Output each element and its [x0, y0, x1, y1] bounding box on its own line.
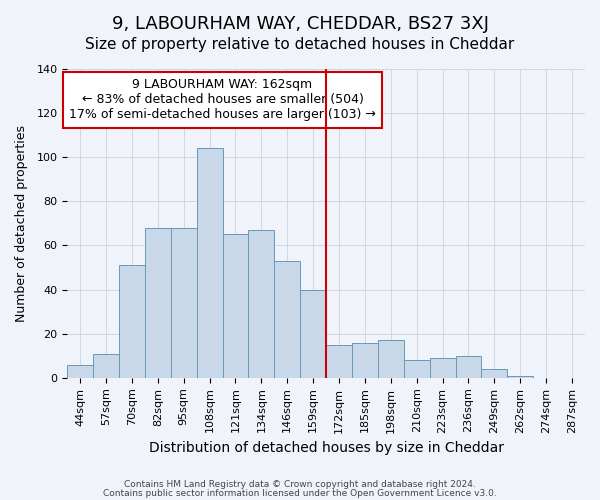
- Bar: [145, 228, 171, 378]
- Bar: [352, 342, 378, 378]
- Bar: [119, 266, 145, 378]
- Y-axis label: Number of detached properties: Number of detached properties: [15, 125, 28, 322]
- Bar: [223, 234, 248, 378]
- Bar: [197, 148, 223, 378]
- Bar: [481, 369, 508, 378]
- Text: 9, LABOURHAM WAY, CHEDDAR, BS27 3XJ: 9, LABOURHAM WAY, CHEDDAR, BS27 3XJ: [112, 15, 488, 33]
- Bar: [67, 364, 93, 378]
- Bar: [430, 358, 455, 378]
- Bar: [326, 344, 352, 378]
- Text: Contains public sector information licensed under the Open Government Licence v3: Contains public sector information licen…: [103, 489, 497, 498]
- Bar: [404, 360, 430, 378]
- Bar: [274, 261, 300, 378]
- Bar: [508, 376, 533, 378]
- Bar: [300, 290, 326, 378]
- Bar: [455, 356, 481, 378]
- Bar: [171, 228, 197, 378]
- Bar: [93, 354, 119, 378]
- Text: Size of property relative to detached houses in Cheddar: Size of property relative to detached ho…: [85, 38, 515, 52]
- Text: Contains HM Land Registry data © Crown copyright and database right 2024.: Contains HM Land Registry data © Crown c…: [124, 480, 476, 489]
- Text: 9 LABOURHAM WAY: 162sqm
← 83% of detached houses are smaller (504)
17% of semi-d: 9 LABOURHAM WAY: 162sqm ← 83% of detache…: [69, 78, 376, 122]
- Bar: [248, 230, 274, 378]
- X-axis label: Distribution of detached houses by size in Cheddar: Distribution of detached houses by size …: [149, 441, 503, 455]
- Bar: [378, 340, 404, 378]
